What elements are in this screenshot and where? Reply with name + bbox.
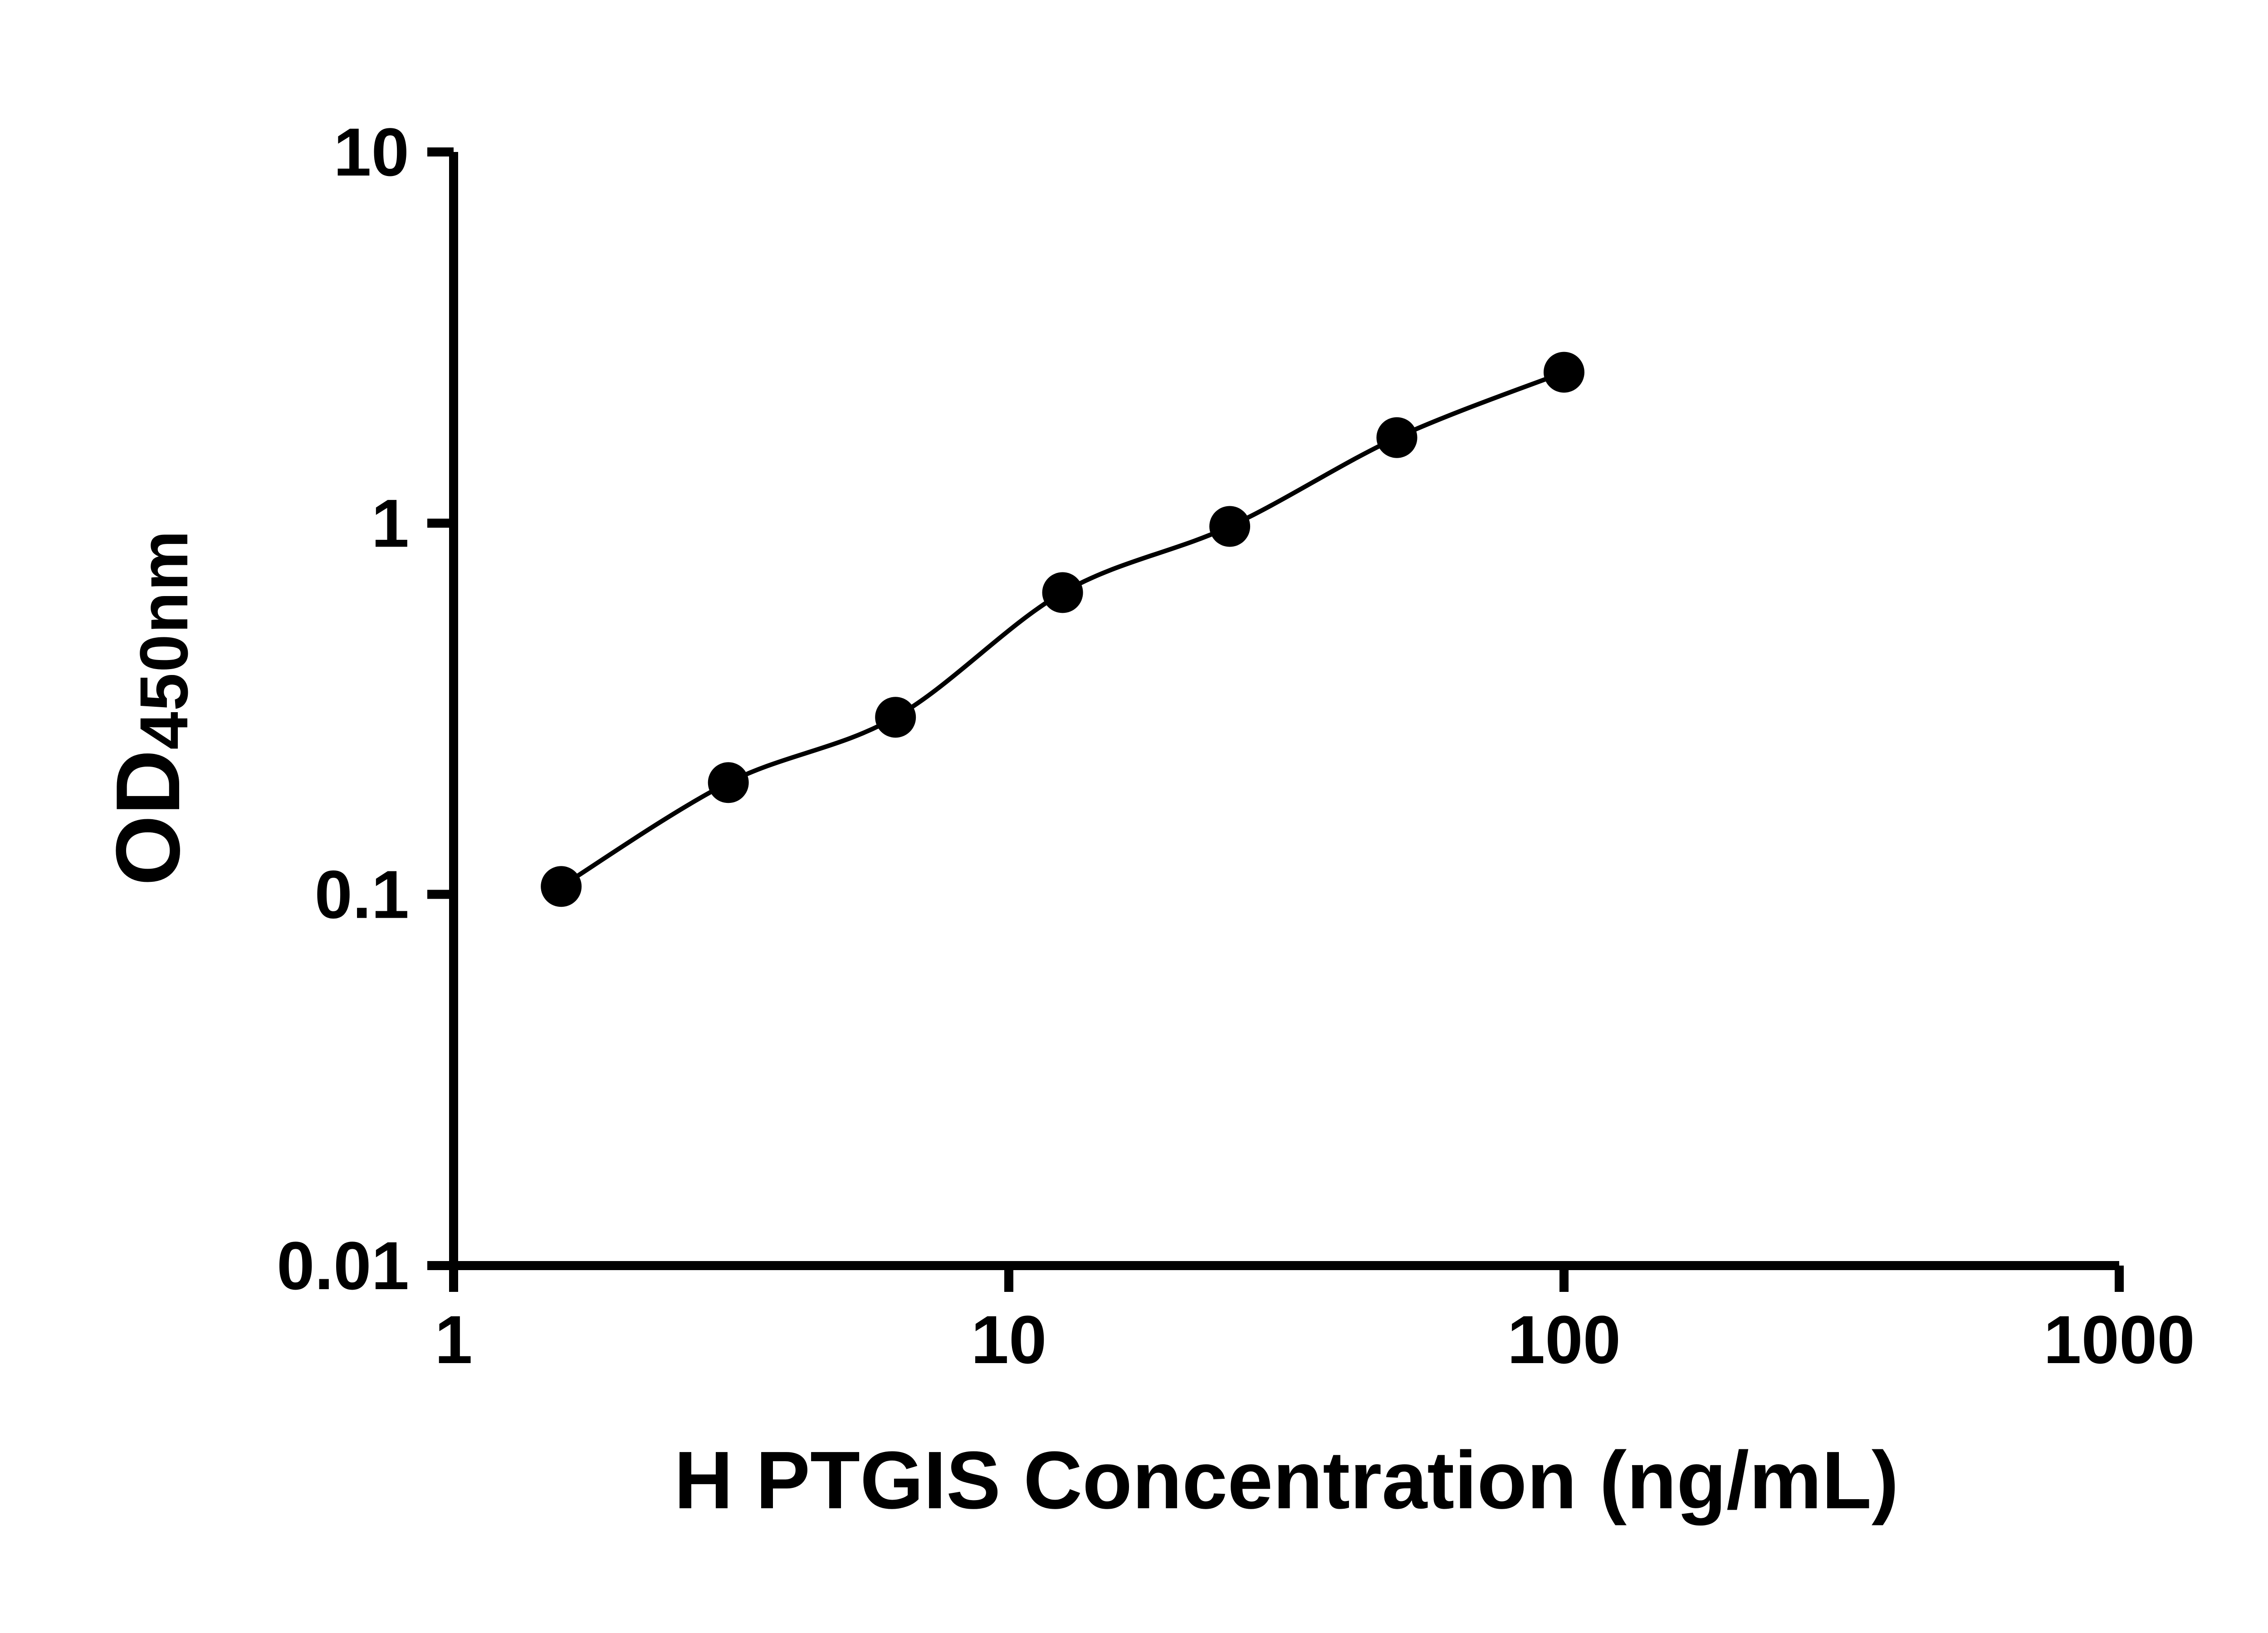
standard-curve-line: [560, 370, 1565, 889]
y-tick-label: 0.01: [277, 1227, 409, 1304]
data-point: [1544, 352, 1584, 393]
x-tick-label: 100: [1507, 1301, 1621, 1378]
x-tick-label: 1: [435, 1301, 472, 1378]
data-point: [875, 697, 916, 738]
x-tick-label: 10: [971, 1301, 1047, 1378]
y-tick-label: 10: [333, 114, 409, 190]
data-point: [541, 866, 582, 907]
axis-lines: [449, 152, 2119, 1270]
x-axis-title: H PTGIS Concentration (ng/mL): [674, 1435, 1899, 1526]
data-point: [1209, 506, 1251, 547]
x-tick-label: 1000: [2043, 1301, 2195, 1378]
data-point: [708, 762, 749, 803]
y-tick-label: 1: [371, 485, 409, 561]
data-point: [1042, 572, 1083, 613]
y-tick-label: 0.1: [314, 856, 409, 933]
data-point: [1376, 417, 1418, 458]
y-axis-title: OD450nm: [96, 529, 203, 885]
y-axis-title-subscript: 450nm: [126, 529, 202, 750]
y-axis-title-main: OD: [98, 749, 199, 886]
